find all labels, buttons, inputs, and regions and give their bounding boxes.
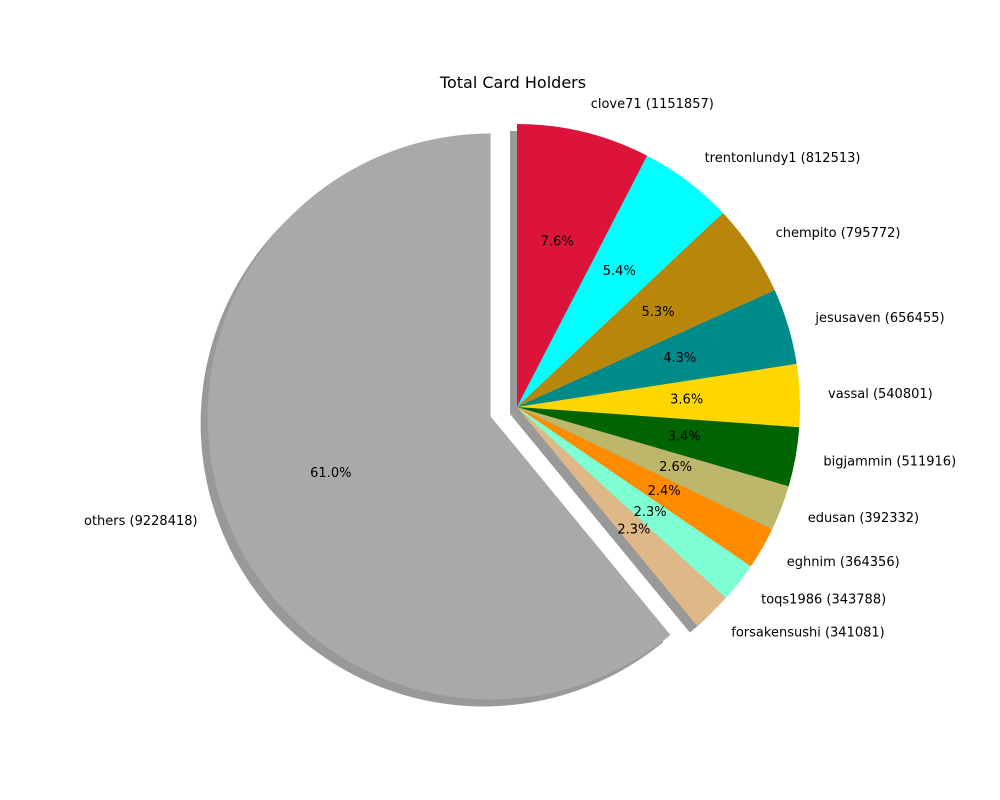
slice-percent-label: 2.3% <box>634 505 667 520</box>
slice-percent-label: 2.6% <box>659 460 692 475</box>
slice-label: bigjammin (511916) <box>823 455 956 470</box>
slice-label: jesusaven (656455) <box>814 311 944 326</box>
pie-slice <box>517 124 648 407</box>
slice-label: clove71 (1151857) <box>591 97 714 112</box>
pie-slice <box>517 363 800 428</box>
slice-percent-label: 2.3% <box>617 523 650 538</box>
slice-percent-label: 7.6% <box>541 235 574 250</box>
percent-labels: 7.6% 5.4% 5.3% 4.3% 3.6% 3.4% 2.6% 2.4% 2.3% 2.3%… <box>310 235 703 538</box>
pie-slice <box>517 155 723 407</box>
slice-percent-label: 5.3% <box>642 305 675 320</box>
slice-label: trentonlundy1 (812513) <box>705 151 861 166</box>
slice-percent-label: 3.4% <box>668 430 701 445</box>
pie-slice <box>517 407 773 567</box>
slice-label: eghnim (364356) <box>787 555 900 570</box>
pie-slice <box>517 407 800 487</box>
slice-percent-label: 3.6% <box>670 393 703 408</box>
pie-slice <box>517 290 797 407</box>
slice-label: toqs1986 (343788) <box>761 593 886 608</box>
chart-title: Total Card Holders <box>439 73 586 92</box>
slice-percent-label: 4.3% <box>663 351 696 366</box>
slice-labels: clove71 (1151857) trentonlundy1 (812513) c… <box>84 97 956 640</box>
pie-slice <box>517 407 726 626</box>
pie-slice <box>517 407 751 598</box>
pie-slices <box>207 124 800 700</box>
pie-slice <box>517 212 775 407</box>
slice-label: vassal (540801) <box>828 387 933 402</box>
slice-label: edusan (392332) <box>808 511 919 526</box>
slice-label: chempito (795772) <box>776 226 901 241</box>
slice-percent-label: 61.0% <box>310 466 351 481</box>
pie-slice <box>517 407 789 530</box>
slice-label: forsakensushi (341081) <box>731 625 884 640</box>
slice-percent-label: 2.4% <box>648 484 681 499</box>
pie-slice <box>207 133 671 700</box>
slice-label: others (9228418) <box>84 514 198 529</box>
slice-percent-label: 5.4% <box>603 264 636 279</box>
